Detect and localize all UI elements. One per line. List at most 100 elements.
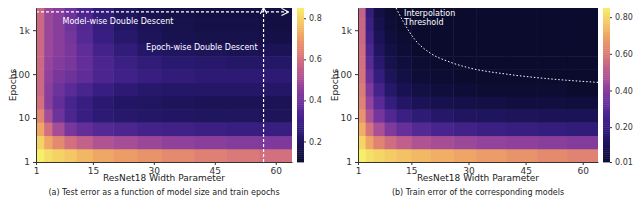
heatmap-cell xyxy=(366,136,374,150)
heatmap-cell xyxy=(430,30,453,44)
heatmap-cell xyxy=(52,56,65,70)
tick-mark xyxy=(304,141,306,142)
heatmap-cell xyxy=(36,69,45,83)
heatmap-cell xyxy=(537,8,568,17)
heatmap-cell xyxy=(373,109,385,123)
heatmap-cell xyxy=(162,122,195,136)
x-axis-label: ResNet18 Width Parameter xyxy=(103,173,225,183)
heatmap-cell xyxy=(411,136,431,150)
heatmap-cell xyxy=(138,56,163,70)
heatmap-cell xyxy=(113,30,138,44)
tick-mark xyxy=(33,74,36,75)
tick-mark xyxy=(610,54,612,55)
tick-label: 1 xyxy=(356,166,362,176)
heatmap-cell xyxy=(476,83,507,97)
heatmap-cell xyxy=(36,109,45,123)
tick: 0.2 xyxy=(304,138,322,147)
heatmap-cell xyxy=(430,122,453,136)
colorbar-axis: 0.010.200.400.600.80 xyxy=(610,9,633,168)
tick: 60 xyxy=(271,162,283,176)
heatmap-cell xyxy=(507,122,538,136)
heatmap-cell xyxy=(36,122,45,136)
colorbar-segment xyxy=(603,8,610,10)
heatmap-cell xyxy=(259,109,292,123)
heatmap-cell xyxy=(476,69,507,83)
annotation-line xyxy=(263,8,264,162)
heatmap-cell xyxy=(385,69,397,83)
heatmap-cell xyxy=(77,83,94,97)
axis-line xyxy=(358,9,359,163)
heatmap-cell xyxy=(227,122,260,136)
heatmap-cell xyxy=(44,56,53,70)
heatmap-cell xyxy=(36,43,45,57)
heatmap-cell xyxy=(64,43,77,57)
axis-line xyxy=(304,9,305,163)
heatmap-cell xyxy=(77,69,94,83)
heatmap-cell xyxy=(44,149,53,162)
heatmap-cell xyxy=(396,83,412,97)
tick-mark xyxy=(610,91,612,92)
tick-label: 1k xyxy=(341,26,353,36)
heatmap-cell xyxy=(77,43,94,57)
heatmap-cell xyxy=(259,122,292,136)
heatmap-cell xyxy=(411,43,431,57)
y-axis-label: Epochs xyxy=(8,69,18,102)
heatmap-cell xyxy=(507,96,538,110)
heatmap-cell xyxy=(52,43,65,57)
heatmap-cell xyxy=(36,83,45,97)
heatmap-cell xyxy=(366,96,374,110)
heatmap-cell xyxy=(194,96,227,110)
heatmap-cell xyxy=(44,83,53,97)
heatmap-cell xyxy=(259,56,292,70)
heatmap-cell xyxy=(366,17,374,31)
heatmap-cell xyxy=(44,136,53,150)
heatmap-cell xyxy=(366,8,374,17)
tick-label: 15 xyxy=(88,166,99,176)
heatmap-cell xyxy=(162,136,195,150)
tick-label: 1 xyxy=(346,157,352,167)
heatmap-cell xyxy=(411,122,431,136)
heatmap-cell xyxy=(44,69,53,83)
heatmap-cell xyxy=(77,136,94,150)
heatmap-cell xyxy=(373,8,385,17)
heatmap-cell xyxy=(507,56,538,70)
colorbar-axis: 0.20.40.60.8 xyxy=(304,9,322,163)
x-axis-label: ResNet18 Width Parameter xyxy=(417,173,539,183)
plot-area xyxy=(358,8,598,162)
heatmap-cell xyxy=(358,56,366,70)
tick-mark xyxy=(411,162,412,165)
heatmap-cell xyxy=(259,96,292,110)
tick-mark xyxy=(610,162,612,163)
heatmap-cell xyxy=(162,56,195,70)
heatmap-cell xyxy=(113,96,138,110)
heatmap-cell xyxy=(227,17,260,31)
heatmap-cell xyxy=(568,17,598,31)
heatmap-cell xyxy=(537,96,568,110)
heatmap-cell xyxy=(453,109,476,123)
heatmap-cell xyxy=(227,83,260,97)
heatmap-cell xyxy=(162,109,195,123)
heatmap-cell xyxy=(396,109,412,123)
heatmap-cell xyxy=(537,69,568,83)
tick-mark xyxy=(215,162,216,165)
heatmap-cell xyxy=(194,17,227,31)
heatmap-cell xyxy=(430,136,453,150)
heatmap-cell xyxy=(259,69,292,83)
heatmap-cell xyxy=(113,43,138,57)
heatmap-cell xyxy=(77,8,94,17)
heatmap-cell xyxy=(44,96,53,110)
tick-label: 0.60 xyxy=(615,50,633,59)
heatmap-cell xyxy=(138,136,163,150)
heatmap-cell xyxy=(113,122,138,136)
heatmap-cell xyxy=(373,69,385,83)
heatmap-cell xyxy=(373,96,385,110)
heatmap-cell xyxy=(138,83,163,97)
heatmap-cell xyxy=(194,83,227,97)
heatmap-cell xyxy=(52,30,65,44)
tick: 0.01 xyxy=(610,158,633,167)
heatmap-cell xyxy=(93,43,114,57)
heatmap-cell xyxy=(358,149,366,162)
heatmap-cell xyxy=(568,83,598,97)
tick-mark xyxy=(355,74,358,75)
heatmap-cell xyxy=(411,69,431,83)
